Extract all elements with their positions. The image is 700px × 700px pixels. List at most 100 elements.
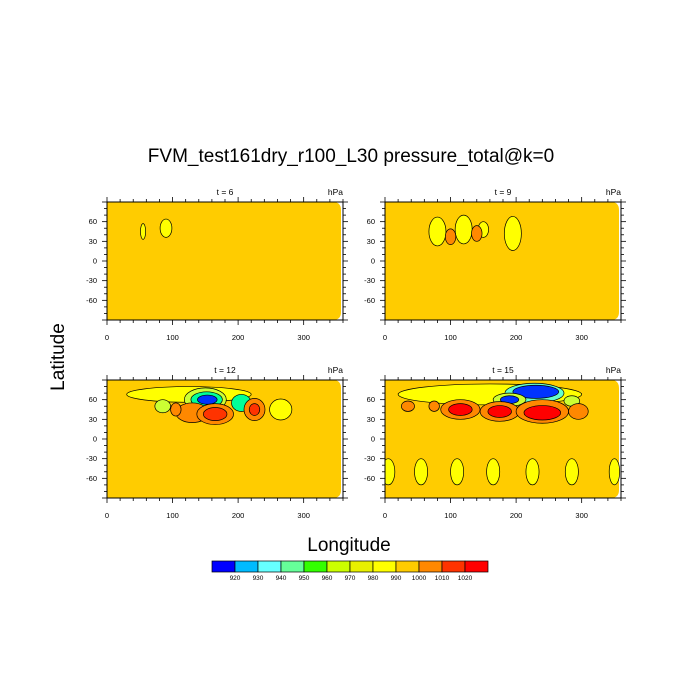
contour-region (269, 398, 293, 421)
contour-region (444, 228, 457, 245)
contour-region (140, 223, 147, 240)
x-tick-label: 100 (444, 511, 457, 520)
panel-units-label: hPa (606, 365, 621, 375)
x-tick-label: 100 (444, 333, 457, 342)
x-tick-label: 300 (575, 511, 588, 520)
y-tick-label: -30 (364, 276, 375, 285)
panel-time-label: t = 15 (492, 365, 514, 375)
y-tick-label: -30 (86, 454, 97, 463)
contour-region (512, 384, 560, 399)
contour-region (448, 403, 473, 416)
colorbar-label: 1010 (435, 575, 450, 582)
x-tick-label: 200 (510, 333, 523, 342)
panel-units-label: hPa (606, 187, 621, 197)
contour-region (450, 458, 465, 486)
colorbar-box (464, 560, 489, 573)
contour-region (525, 458, 540, 486)
contour-region (471, 225, 483, 242)
contour-features (385, 382, 621, 486)
x-tick-label: 0 (383, 511, 387, 520)
contour-region (454, 214, 473, 245)
contour-region (401, 400, 415, 412)
colorbar-label: 920 (230, 575, 241, 582)
y-tick-label: 30 (367, 415, 375, 424)
contour-features (126, 386, 293, 425)
colorbar-label: 960 (322, 575, 333, 582)
contour-region (523, 405, 562, 421)
contour-region (564, 458, 579, 486)
colorbar-box (326, 560, 351, 573)
colorbar-label: 980 (368, 575, 379, 582)
contour-region (197, 394, 218, 405)
x-axis-label: Longitude (307, 535, 390, 556)
contour-region (503, 216, 522, 251)
panel-time-label: t = 12 (214, 365, 236, 375)
contour-region (159, 218, 173, 238)
colorbar: 920 930 940 950 960 970 980 990 1000 1010 1020 (211, 560, 489, 582)
x-tick-label: 100 (166, 333, 179, 342)
x-tick-label: 300 (575, 333, 588, 342)
x-tick-label: 300 (297, 333, 310, 342)
x-tick-label: 0 (105, 333, 109, 342)
colorbar-label: 990 (391, 575, 402, 582)
x-tick-label: 200 (232, 333, 245, 342)
contour-features (428, 214, 522, 251)
x-tick-label: 100 (166, 511, 179, 520)
contour-region (170, 402, 182, 417)
y-tick-label: 60 (89, 395, 97, 404)
x-tick-label: 0 (383, 333, 387, 342)
colorbar-label: 950 (299, 575, 310, 582)
y-tick-label: 0 (371, 257, 375, 266)
y-tick-label: 30 (89, 415, 97, 424)
colorbar-box (211, 560, 236, 573)
contour-region (385, 458, 396, 486)
contour-region (608, 458, 621, 486)
y-tick-label: 60 (367, 395, 375, 404)
panel-time-label: t = 9 (495, 187, 512, 197)
colorbar-box (395, 560, 420, 573)
y-tick-label: -30 (364, 454, 375, 463)
y-tick-label: -60 (86, 296, 97, 305)
colorbar-box (349, 560, 374, 573)
colorbar-label: 1020 (458, 575, 473, 582)
x-tick-label: 300 (297, 511, 310, 520)
background-level-fill (107, 202, 341, 320)
x-tick-label: 200 (510, 511, 523, 520)
x-tick-label: 200 (232, 511, 245, 520)
y-tick-label: 30 (89, 237, 97, 246)
y-tick-label: 60 (89, 217, 97, 226)
y-tick-label: 0 (93, 435, 97, 444)
colorbar-box (234, 560, 259, 573)
contour-region (414, 458, 428, 486)
contour-region (428, 400, 440, 412)
chart-title: FVM_test161dry_r100_L30 pressure_total@k… (148, 146, 554, 167)
colorbar-label: 970 (345, 575, 356, 582)
colorbar-box (418, 560, 443, 573)
y-tick-label: -60 (364, 296, 375, 305)
x-tick-label: 0 (105, 511, 109, 520)
y-tick-label: 60 (367, 217, 375, 226)
colorbar-box (372, 560, 397, 573)
contour-region (486, 458, 501, 486)
contour-region (487, 405, 512, 418)
contour-region (203, 407, 228, 421)
y-tick-label: 0 (93, 257, 97, 266)
y-tick-label: 30 (367, 237, 375, 246)
colorbar-box (257, 560, 282, 573)
y-tick-label: -30 (86, 276, 97, 285)
colorbar-label: 930 (253, 575, 264, 582)
colorbar-box (303, 560, 328, 573)
panel-units-label: hPa (328, 365, 343, 375)
y-axis-label: Latitude (48, 323, 69, 391)
y-tick-label: -60 (86, 474, 97, 483)
contour-region (428, 216, 447, 247)
y-tick-label: -60 (364, 474, 375, 483)
contour-region (154, 399, 171, 414)
contour-region (248, 403, 261, 416)
background-level-fill (385, 202, 619, 320)
